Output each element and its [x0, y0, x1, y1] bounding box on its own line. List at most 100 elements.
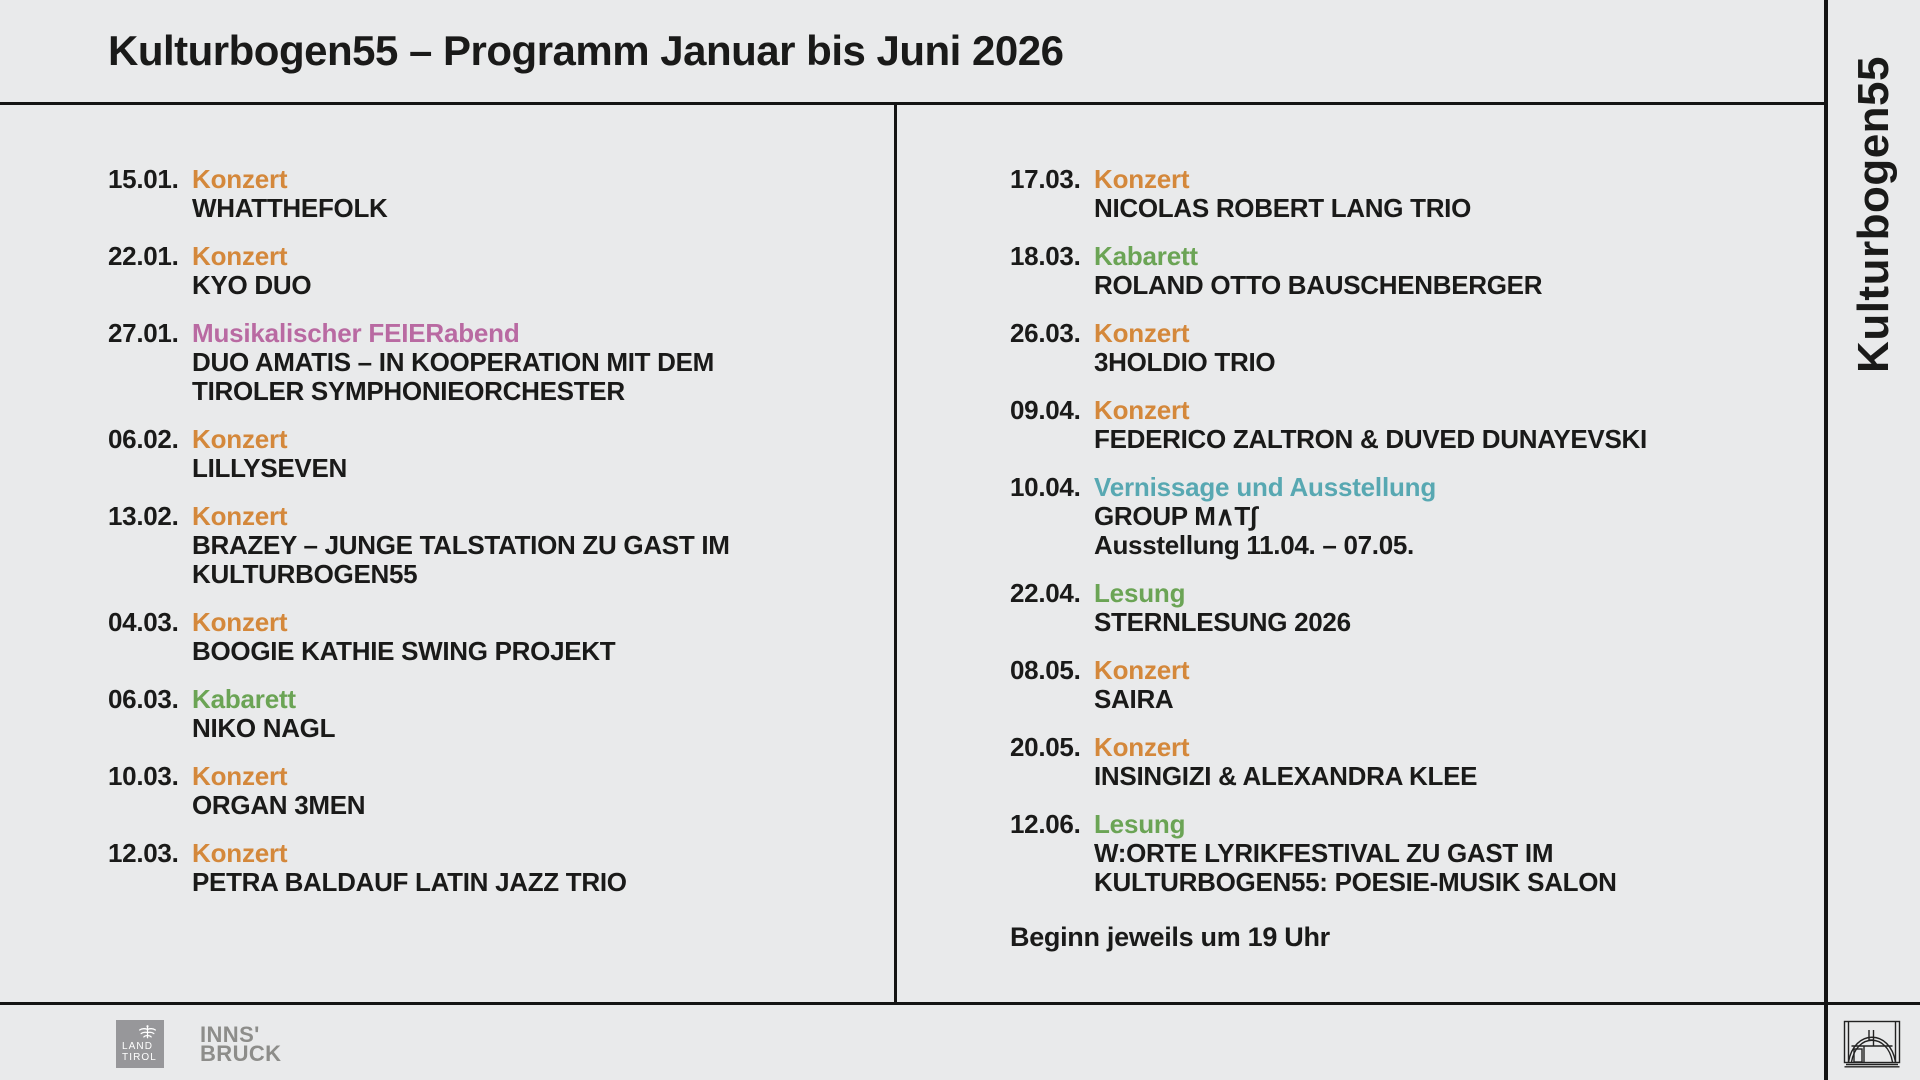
program-item: 15.01. Konzert WHATTHEFOLK [108, 165, 878, 223]
event-category: Musikalischer FEIERabend [192, 318, 520, 348]
program-column-right: 17.03. Konzert NICOLAS ROBERT LANG TRIO … [1010, 165, 1810, 953]
program-item: 18.03. Kabarett ROLAND OTTO BAUSCHENBERG… [1010, 242, 1810, 300]
event-body: Konzert BRAZEY – JUNGE TALSTATION ZU GAS… [192, 502, 878, 589]
sidebar-vertical-title: Kulturbogen55 [1849, 56, 1898, 373]
land-tirol-line2: TIROL [122, 1052, 157, 1063]
event-title-line: ROLAND OTTO BAUSCHENBERGER [1094, 270, 1543, 300]
program-item: 27.01. Musikalischer FEIERabend DUO AMAT… [108, 319, 878, 406]
event-title-line: DUO AMATIS – IN KOOPERATION MIT DEM [192, 347, 715, 377]
event-title-line: STERNLESUNG 2026 [1094, 607, 1351, 637]
event-body: Kabarett ROLAND OTTO BAUSCHENBERGER [1094, 242, 1810, 300]
program-item: 10.04. Vernissage und Ausstellung GROUP … [1010, 473, 1810, 560]
event-body: Lesung STERNLESUNG 2026 [1094, 579, 1810, 637]
event-date: 08.05. [1010, 655, 1081, 685]
event-category: Konzert [1094, 655, 1190, 685]
event-category: Konzert [1094, 164, 1190, 194]
event-title-line: INSINGIZI & ALEXANDRA KLEE [1094, 761, 1478, 791]
land-tirol-label: LAND TIROL [122, 1041, 157, 1063]
program-item: 26.03. Konzert 3HOLDIO TRIO [1010, 319, 1810, 377]
event-body: Konzert BOOGIE KATHIE SWING PROJEKT [192, 608, 878, 666]
sidebar-divider [1824, 0, 1828, 1080]
kulturbogen-arch-icon [1843, 1020, 1901, 1068]
start-time-note: Beginn jeweils um 19 Uhr [1010, 922, 1330, 952]
program-item: 20.05. Konzert INSINGIZI & ALEXANDRA KLE… [1010, 733, 1810, 791]
event-date: 15.01. [108, 164, 179, 194]
event-category: Konzert [192, 241, 288, 271]
column-divider [894, 105, 897, 1002]
event-body: Konzert NICOLAS ROBERT LANG TRIO [1094, 165, 1810, 223]
event-title-line: LILLYSEVEN [192, 453, 347, 483]
event-date: 12.06. [1010, 809, 1081, 839]
event-date: 06.03. [108, 684, 179, 714]
event-body: Konzert INSINGIZI & ALEXANDRA KLEE [1094, 733, 1810, 791]
event-title-line: 3HOLDIO TRIO [1094, 347, 1276, 377]
innsbruck-line2: BRUCK [200, 1041, 282, 1066]
program-item: 17.03. Konzert NICOLAS ROBERT LANG TRIO [1010, 165, 1810, 223]
event-date: 22.01. [108, 241, 179, 271]
program-item: 10.03. Konzert ORGAN 3MEN [108, 762, 878, 820]
program-item: 12.03. Konzert PETRA BALDAUF LATIN JAZZ … [108, 839, 878, 897]
event-body: Konzert FEDERICO ZALTRON & DUVED DUNAYEV… [1094, 396, 1810, 454]
event-date: 10.03. [108, 761, 179, 791]
innsbruck-logo: INNS' BRUCK [200, 1022, 282, 1066]
event-title-line: NICOLAS ROBERT LANG TRIO [1094, 193, 1472, 223]
event-title-line: KULTURBOGEN55: POESIE-MUSIK SALON [1094, 867, 1617, 897]
event-title-line: TIROLER SYMPHONIEORCHESTER [192, 376, 625, 406]
event-body: Vernissage und Ausstellung GROUP M∧T∫ Aus… [1094, 473, 1810, 560]
event-category: Konzert [192, 761, 288, 791]
event-date: 04.03. [108, 607, 179, 637]
land-tirol-logo: LAND TIROL [116, 1020, 164, 1068]
program-column-left: 15.01. Konzert WHATTHEFOLK 22.01. Konzer… [108, 165, 878, 916]
program-item: 08.05. Konzert SAIRA [1010, 656, 1810, 714]
event-category: Konzert [1094, 318, 1190, 348]
event-date: 09.04. [1010, 395, 1081, 425]
event-title-line: NIKO NAGL [192, 713, 336, 743]
event-date: 13.02. [108, 501, 179, 531]
event-category: Konzert [192, 501, 288, 531]
event-note: Ausstellung 11.04. – 07.05. [1094, 530, 1414, 560]
event-body: Konzert ORGAN 3MEN [192, 762, 878, 820]
tirol-eagle-icon [138, 1025, 157, 1039]
event-title-line: PETRA BALDAUF LATIN JAZZ TRIO [192, 867, 627, 897]
event-category: Konzert [192, 607, 288, 637]
event-category: Konzert [192, 838, 288, 868]
event-body: Konzert SAIRA [1094, 656, 1810, 714]
land-tirol-line1: LAND [122, 1041, 154, 1052]
footer-divider [0, 1002, 1920, 1005]
page-title: Kulturbogen55 – Programm Januar bis Juni… [108, 27, 1064, 74]
event-body: Musikalischer FEIERabend DUO AMATIS – IN… [192, 319, 878, 406]
program-item: 22.01. Konzert KYO DUO [108, 242, 878, 300]
event-category: Konzert [1094, 732, 1190, 762]
event-title-line: KULTURBOGEN55 [192, 559, 418, 589]
event-title-line: WHATTHEFOLK [192, 193, 388, 223]
event-category: Konzert [1094, 395, 1190, 425]
event-date: 20.05. [1010, 732, 1081, 762]
event-category: Lesung [1094, 578, 1186, 608]
event-date: 17.03. [1010, 164, 1081, 194]
event-title-line: GROUP M∧T∫ [1094, 501, 1257, 531]
event-date: 10.04. [1010, 472, 1081, 502]
innsbruck-line1: INNS' [200, 1022, 260, 1047]
event-body: Lesung W:ORTE LYRIKFESTIVAL ZU GAST IM KU… [1094, 810, 1810, 897]
event-body: Konzert 3HOLDIO TRIO [1094, 319, 1810, 377]
program-item: 12.06. Lesung W:ORTE LYRIKFESTIVAL ZU GA… [1010, 810, 1810, 897]
event-date: 06.02. [108, 424, 179, 454]
program-item: 22.04. Lesung STERNLESUNG 2026 [1010, 579, 1810, 637]
event-date: 22.04. [1010, 578, 1081, 608]
event-body: Konzert LILLYSEVEN [192, 425, 878, 483]
event-date: 12.03. [108, 838, 179, 868]
program-item: 06.02. Konzert LILLYSEVEN [108, 425, 878, 483]
event-title-line: W:ORTE LYRIKFESTIVAL ZU GAST IM [1094, 838, 1554, 868]
event-category: Vernissage und Ausstellung [1094, 472, 1437, 502]
event-category: Konzert [192, 424, 288, 454]
event-body: Konzert WHATTHEFOLK [192, 165, 878, 223]
program-item: 06.03. Kabarett NIKO NAGL [108, 685, 878, 743]
event-title-line: BOOGIE KATHIE SWING PROJEKT [192, 636, 616, 666]
event-body: Konzert KYO DUO [192, 242, 878, 300]
program-item: 04.03. Konzert BOOGIE KATHIE SWING PROJE… [108, 608, 878, 666]
event-body: Konzert PETRA BALDAUF LATIN JAZZ TRIO [192, 839, 878, 897]
event-title-line: SAIRA [1094, 684, 1174, 714]
event-category: Lesung [1094, 809, 1186, 839]
event-category: Kabarett [1094, 241, 1198, 271]
